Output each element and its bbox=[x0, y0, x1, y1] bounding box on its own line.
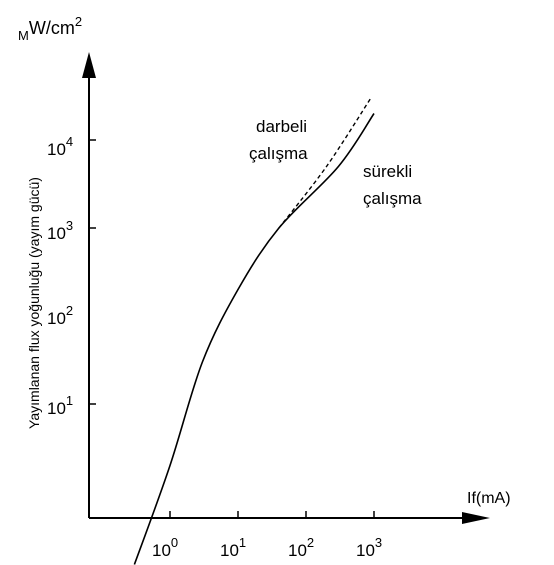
x-tick-label: 103 bbox=[356, 535, 382, 560]
x-tick-label-exp: 1 bbox=[239, 535, 246, 550]
y-unit-prefix: M bbox=[18, 28, 29, 43]
y-tick-label-base: 10 bbox=[47, 140, 66, 159]
y-unit-exp: 2 bbox=[75, 14, 82, 29]
annotation-continuous-2: çalışma bbox=[363, 189, 422, 208]
y-tick-label-exp: 4 bbox=[66, 134, 73, 149]
x-tick-label-base: 10 bbox=[288, 541, 307, 560]
y-tick-label-exp: 1 bbox=[66, 393, 73, 408]
x-tick-label-base: 10 bbox=[220, 541, 239, 560]
x-tick-label-base: 10 bbox=[356, 541, 375, 560]
annotation-continuous-1: sürekli bbox=[363, 162, 412, 181]
x-tick-group: 100 101 102 103 bbox=[152, 511, 382, 560]
y-tick-label-exp: 2 bbox=[66, 303, 73, 318]
x-axis-arrow bbox=[462, 512, 490, 524]
x-tick-label: 100 bbox=[152, 535, 178, 560]
y-tick-label: 102 bbox=[47, 303, 73, 328]
x-tick-label: 102 bbox=[288, 535, 314, 560]
y-unit-label: MW/cm2 bbox=[18, 14, 82, 43]
y-tick-label-base: 10 bbox=[47, 399, 66, 418]
y-tick-label: 101 bbox=[47, 393, 73, 418]
y-tick-label-base: 10 bbox=[47, 224, 66, 243]
x-tick-label-base: 10 bbox=[152, 541, 171, 560]
y-tick-label: 103 bbox=[47, 218, 73, 243]
y-tick-label: 104 bbox=[47, 134, 73, 159]
y-unit-main: W/cm bbox=[29, 18, 75, 38]
annotation-pulsed-2: çalışma bbox=[249, 144, 308, 163]
x-axis-label: If(mA) bbox=[467, 490, 511, 507]
series-line-pulsed bbox=[278, 97, 372, 229]
x-tick-label: 101 bbox=[220, 535, 246, 560]
annotation-pulsed-1: darbeli bbox=[256, 117, 307, 136]
series-line-continuous bbox=[133, 113, 375, 565]
x-tick-label-exp: 0 bbox=[171, 535, 178, 550]
y-axis-label: Yayımlanan flux yoğunluğu (yayım gücü) bbox=[26, 177, 42, 429]
x-tick-label-exp: 3 bbox=[375, 535, 382, 550]
y-tick-label-exp: 3 bbox=[66, 218, 73, 233]
y-axis-arrow bbox=[82, 52, 96, 78]
x-tick-label-exp: 2 bbox=[307, 535, 314, 550]
y-tick-label-base: 10 bbox=[47, 309, 66, 328]
